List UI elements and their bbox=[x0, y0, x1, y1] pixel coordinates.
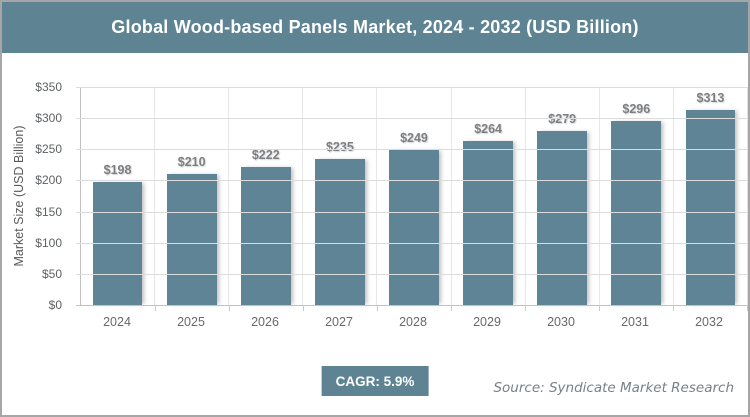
gridline bbox=[76, 87, 747, 88]
bar-cell: $264 bbox=[452, 87, 526, 305]
y-tick-label: $100 bbox=[35, 235, 62, 250]
x-axis-tick bbox=[228, 305, 230, 311]
bar-2025 bbox=[166, 174, 217, 305]
plot-area: $198 $210 $222 $235 $249 $264 $279 $296 $313 bbox=[76, 87, 748, 311]
bar-2026 bbox=[240, 166, 291, 305]
bar-value-label: $222 bbox=[251, 147, 280, 162]
bar-cell: $235 bbox=[303, 87, 378, 305]
source-text: Source: Syndicate Market Research bbox=[493, 380, 734, 396]
x-axis-tick bbox=[599, 305, 600, 311]
x-tick-label: 2024 bbox=[103, 315, 131, 329]
bar-2029 bbox=[463, 140, 513, 305]
chart-area: Market Size (USD Billion) $350 $300 $250 $2… bbox=[2, 53, 748, 359]
chart-title-bar: Global Wood-based Panels Market, 2024 - … bbox=[2, 2, 748, 53]
x-tick-label: 2025 bbox=[177, 315, 205, 329]
y-tick-label: $200 bbox=[35, 173, 62, 188]
bar-2031 bbox=[611, 120, 662, 305]
x-axis-tick bbox=[376, 305, 378, 311]
bar-2028 bbox=[389, 149, 439, 305]
bar-value-label: $198 bbox=[103, 162, 132, 177]
bar-cell: $296 bbox=[600, 87, 674, 305]
bar-2027 bbox=[315, 158, 365, 305]
bar-cell: $222 bbox=[229, 87, 304, 305]
gridline bbox=[76, 211, 747, 213]
x-tick-label: 2031 bbox=[621, 315, 649, 329]
x-tick-label: 2029 bbox=[473, 315, 501, 329]
bar-cell: $198 bbox=[81, 87, 156, 305]
gridline bbox=[76, 273, 747, 275]
y-tick-label: $300 bbox=[35, 111, 62, 126]
bar-cell: $249 bbox=[377, 87, 452, 305]
y-tick-label: $50 bbox=[41, 266, 62, 281]
cagr-badge: CAGR: 5.9% bbox=[321, 366, 429, 396]
chart-footer: CAGR: 5.9% Source: Syndicate Market Rese… bbox=[2, 359, 748, 411]
bar-value-label: $264 bbox=[474, 121, 502, 136]
gridline bbox=[76, 149, 747, 151]
x-axis-line bbox=[76, 305, 747, 306]
bar-value-label: $313 bbox=[696, 91, 725, 106]
bars-container: $198 $210 $222 $235 $249 $264 $279 $296 $313 bbox=[81, 87, 747, 305]
x-tick-label: 2026 bbox=[251, 315, 279, 329]
x-tick-label: 2028 bbox=[399, 315, 427, 329]
x-axis-tick bbox=[747, 305, 748, 311]
bar-value-label: $249 bbox=[400, 130, 428, 145]
y-tick-label: $150 bbox=[35, 204, 62, 219]
bar-cell: $313 bbox=[674, 87, 747, 305]
y-tick-label: $0 bbox=[48, 298, 62, 312]
bar-value-label: $279 bbox=[548, 112, 577, 127]
x-axis-tick bbox=[525, 305, 526, 311]
bar-cell: $279 bbox=[526, 87, 600, 305]
bar-value-label: $235 bbox=[325, 139, 354, 154]
chart-title: Global Wood-based Panels Market, 2024 - … bbox=[111, 17, 639, 37]
x-axis-tick bbox=[154, 305, 156, 311]
x-tick-label: 2030 bbox=[547, 315, 575, 329]
x-axis-labels: 2024 2025 2026 2027 2028 2029 2030 2031 2032 bbox=[80, 315, 746, 329]
x-axis-tick bbox=[672, 305, 674, 311]
x-axis-tick bbox=[451, 305, 452, 311]
x-axis-tick bbox=[303, 305, 304, 311]
bar-2030 bbox=[537, 131, 588, 305]
x-tick-label: 2032 bbox=[695, 315, 723, 329]
y-axis-ticks: $350 $300 $250 $200 $150 $100 $50 $0 bbox=[2, 80, 72, 312]
bar-value-label: $296 bbox=[622, 101, 651, 116]
x-tick-label: 2027 bbox=[325, 315, 353, 329]
y-tick-label: $250 bbox=[35, 142, 62, 157]
y-tick-label: $350 bbox=[35, 80, 62, 94]
gridline bbox=[76, 242, 747, 244]
gridline bbox=[76, 118, 747, 120]
bar-value-label: $210 bbox=[177, 155, 206, 170]
bar-2032 bbox=[685, 110, 736, 305]
gridline bbox=[76, 180, 747, 182]
bar-cell: $210 bbox=[155, 87, 230, 305]
